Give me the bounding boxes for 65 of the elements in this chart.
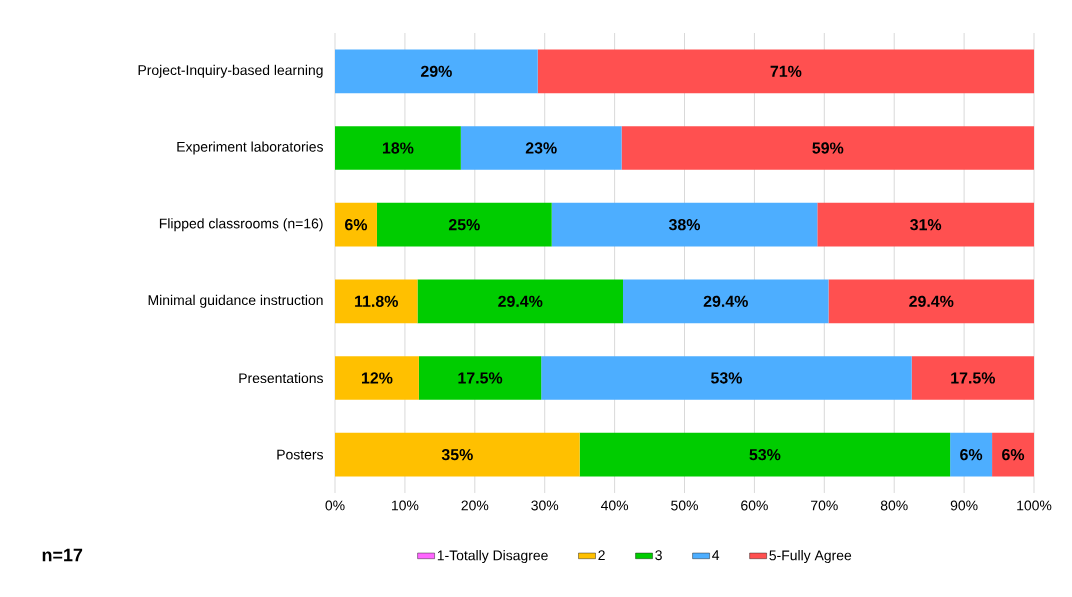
- data-label: 17.5%: [951, 372, 996, 384]
- bar: [541, 356, 912, 400]
- legend-label: 2: [598, 550, 605, 560]
- bar: [335, 356, 419, 400]
- legend-label: 3: [655, 550, 662, 561]
- x-tick-label: 60%: [741, 500, 768, 511]
- bar: [335, 279, 418, 324]
- bar: [376, 202, 552, 247]
- data-label: 18%: [382, 142, 414, 154]
- y-tick-label: Project-Inquiry-based learning: [138, 64, 323, 78]
- bar: [623, 279, 829, 324]
- data-label: 17.5%: [458, 372, 503, 384]
- bar: [828, 279, 1035, 324]
- data-label: 12%: [362, 372, 393, 384]
- data-label: 53%: [710, 372, 742, 384]
- x-tick-label: 30%: [531, 500, 559, 511]
- x-tick-label: 80%: [880, 500, 908, 511]
- bar: [551, 202, 818, 247]
- x-tick-label: 90%: [950, 500, 978, 511]
- legend-label: 4: [712, 550, 720, 560]
- data-label: 29.4%: [703, 295, 748, 307]
- data-label: 29.4%: [498, 295, 543, 307]
- bar: [537, 49, 1035, 94]
- data-label: 25%: [448, 219, 480, 231]
- bar: [911, 356, 1035, 400]
- y-tick-label: Flipped classrooms (n=16): [159, 218, 323, 232]
- x-tick-label: 70%: [811, 500, 838, 511]
- bar: [950, 432, 993, 477]
- bar: [460, 126, 622, 170]
- bar: [817, 202, 1035, 247]
- legend-label: 5-Fully Agree: [769, 550, 852, 564]
- data-label: 11.8%: [355, 295, 398, 307]
- x-tick-label: 0%: [325, 500, 345, 511]
- data-label: 29%: [420, 65, 452, 77]
- x-tick-label: 10%: [392, 500, 419, 511]
- bar: [335, 49, 538, 94]
- legend-label: 1-Totally Disagree: [437, 550, 548, 564]
- y-tick-label: Minimal guidance instruction: [148, 294, 323, 308]
- x-tick-label: 50%: [671, 500, 698, 511]
- x-tick-label: 20%: [461, 500, 489, 511]
- data-label: 6%: [960, 449, 983, 461]
- bar: [579, 432, 951, 477]
- bar: [335, 202, 377, 247]
- data-label: 35%: [441, 449, 473, 461]
- y-tick-label: Posters: [277, 449, 324, 460]
- bar: [992, 432, 1035, 477]
- data-label: 38%: [668, 219, 701, 231]
- data-label: 29.4%: [909, 295, 954, 307]
- bar: [335, 432, 580, 477]
- bar: [417, 279, 623, 324]
- bar: [418, 356, 542, 400]
- x-tick-label: 40%: [600, 500, 629, 511]
- data-label: 31%: [910, 219, 942, 231]
- bar: [335, 126, 461, 170]
- data-label: 53%: [749, 449, 781, 461]
- data-label: 6%: [345, 219, 368, 231]
- text: n=17: [42, 548, 83, 562]
- data-label: 23%: [525, 142, 557, 154]
- y-tick-label: Presentations: [239, 372, 323, 384]
- data-label: 6%: [1002, 449, 1025, 461]
- data-label: 71%: [770, 65, 802, 77]
- y-tick-label: Experiment laboratories: [177, 141, 323, 155]
- data-label: 59%: [812, 142, 844, 154]
- bar: [621, 126, 1035, 170]
- x-tick-label: 100%: [1017, 500, 1052, 511]
